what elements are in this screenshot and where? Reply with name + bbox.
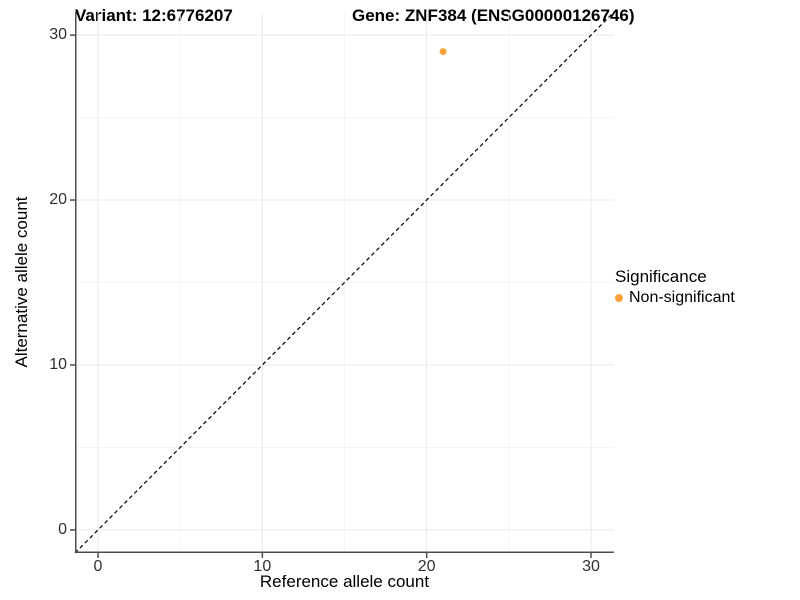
legend: Significance Non-significant xyxy=(615,267,735,307)
legend-point-icon xyxy=(615,294,623,302)
variant-title: Variant: 12:6776207 xyxy=(75,6,233,25)
x-axis-title: Reference allele count xyxy=(259,572,430,591)
y-tick-label: 0 xyxy=(58,520,67,538)
y-axis-title: Alternative allele count xyxy=(12,196,31,368)
y-tick-label: 10 xyxy=(49,355,67,373)
y-tick-label: 20 xyxy=(49,191,67,209)
legend-title: Significance xyxy=(615,267,707,286)
legend-item: Non-significant xyxy=(615,289,735,307)
gene-title: Gene: ZNF384 (ENSG00000126746) xyxy=(352,6,635,25)
legend-item-label: Non-significant xyxy=(629,289,735,306)
x-tick-label: 30 xyxy=(582,558,600,575)
plot-panel xyxy=(70,11,615,558)
plot-canvas xyxy=(70,11,615,558)
x-tick-label: 20 xyxy=(417,558,436,575)
data-point xyxy=(439,48,447,56)
x-tick-label: 0 xyxy=(93,558,103,575)
x-tick-label: 10 xyxy=(253,558,272,575)
legend-items: Non-significant xyxy=(615,289,735,307)
y-tick-label: 30 xyxy=(49,26,67,44)
identity-line xyxy=(74,11,615,554)
